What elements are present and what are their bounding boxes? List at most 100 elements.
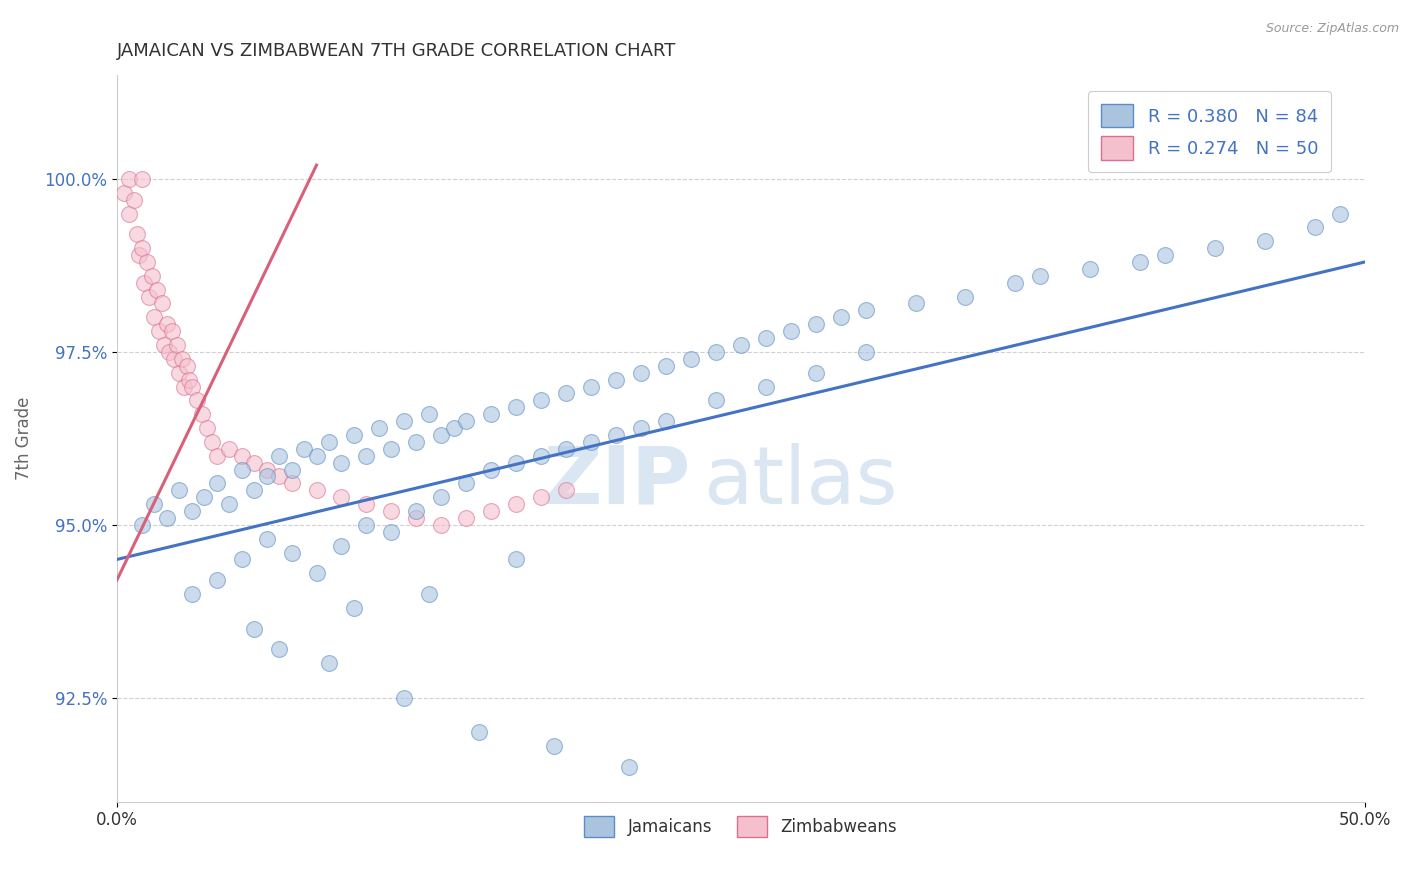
Point <box>555 483 578 498</box>
Point <box>190 407 212 421</box>
Point <box>380 442 402 456</box>
Point <box>167 483 190 498</box>
Point <box>456 414 478 428</box>
Point <box>356 517 378 532</box>
Point <box>180 379 202 393</box>
Point <box>505 497 527 511</box>
Point <box>118 172 141 186</box>
Point <box>605 428 627 442</box>
Point <box>430 517 453 532</box>
Point <box>180 504 202 518</box>
Point <box>755 379 778 393</box>
Point <box>205 449 228 463</box>
Point <box>231 552 253 566</box>
Point <box>193 490 215 504</box>
Point <box>141 268 163 283</box>
Point <box>505 456 527 470</box>
Point <box>630 421 652 435</box>
Point <box>143 497 166 511</box>
Point <box>163 351 186 366</box>
Text: ZIP: ZIP <box>544 443 690 521</box>
Point <box>543 739 565 754</box>
Point <box>231 462 253 476</box>
Point <box>1129 255 1152 269</box>
Point <box>779 324 801 338</box>
Point <box>380 524 402 539</box>
Point <box>195 421 218 435</box>
Point <box>343 428 366 442</box>
Point <box>173 379 195 393</box>
Point <box>605 373 627 387</box>
Point <box>479 504 502 518</box>
Point <box>131 517 153 532</box>
Point <box>630 366 652 380</box>
Point <box>267 449 290 463</box>
Point <box>243 622 266 636</box>
Point <box>392 414 415 428</box>
Point <box>134 276 156 290</box>
Point <box>1303 220 1326 235</box>
Point <box>418 587 440 601</box>
Point <box>280 462 302 476</box>
Point <box>855 303 877 318</box>
Point <box>456 476 478 491</box>
Point <box>118 206 141 220</box>
Point <box>205 573 228 587</box>
Point <box>125 227 148 242</box>
Point <box>145 283 167 297</box>
Point <box>180 587 202 601</box>
Point <box>704 345 727 359</box>
Point <box>430 490 453 504</box>
Point <box>904 296 927 310</box>
Point <box>430 428 453 442</box>
Point <box>128 248 150 262</box>
Point <box>330 456 353 470</box>
Point <box>167 366 190 380</box>
Point <box>530 449 553 463</box>
Point <box>243 456 266 470</box>
Point <box>579 434 602 449</box>
Point <box>418 407 440 421</box>
Legend: Jamaicans, Zimbabweans: Jamaicans, Zimbabweans <box>578 809 904 844</box>
Point <box>530 393 553 408</box>
Point <box>280 545 302 559</box>
Point <box>138 289 160 303</box>
Point <box>1329 206 1351 220</box>
Point <box>505 552 527 566</box>
Point <box>243 483 266 498</box>
Point <box>305 566 328 581</box>
Point <box>256 469 278 483</box>
Point <box>131 241 153 255</box>
Point <box>356 449 378 463</box>
Point <box>160 324 183 338</box>
Point <box>804 366 827 380</box>
Point <box>179 373 201 387</box>
Point <box>392 690 415 705</box>
Point <box>1029 268 1052 283</box>
Point <box>201 434 224 449</box>
Point <box>555 386 578 401</box>
Point <box>267 642 290 657</box>
Point <box>256 532 278 546</box>
Point <box>112 186 135 200</box>
Text: atlas: atlas <box>703 443 898 521</box>
Text: JAMAICAN VS ZIMBABWEAN 7TH GRADE CORRELATION CHART: JAMAICAN VS ZIMBABWEAN 7TH GRADE CORRELA… <box>117 42 676 60</box>
Point <box>135 255 157 269</box>
Point <box>305 483 328 498</box>
Point <box>443 421 465 435</box>
Point <box>855 345 877 359</box>
Point <box>1204 241 1226 255</box>
Point <box>256 462 278 476</box>
Point <box>150 296 173 310</box>
Point <box>330 539 353 553</box>
Point <box>343 600 366 615</box>
Point <box>292 442 315 456</box>
Point <box>479 462 502 476</box>
Point <box>456 511 478 525</box>
Point <box>405 511 427 525</box>
Point <box>830 310 852 325</box>
Point <box>380 504 402 518</box>
Point <box>405 434 427 449</box>
Point <box>1154 248 1177 262</box>
Point <box>186 393 208 408</box>
